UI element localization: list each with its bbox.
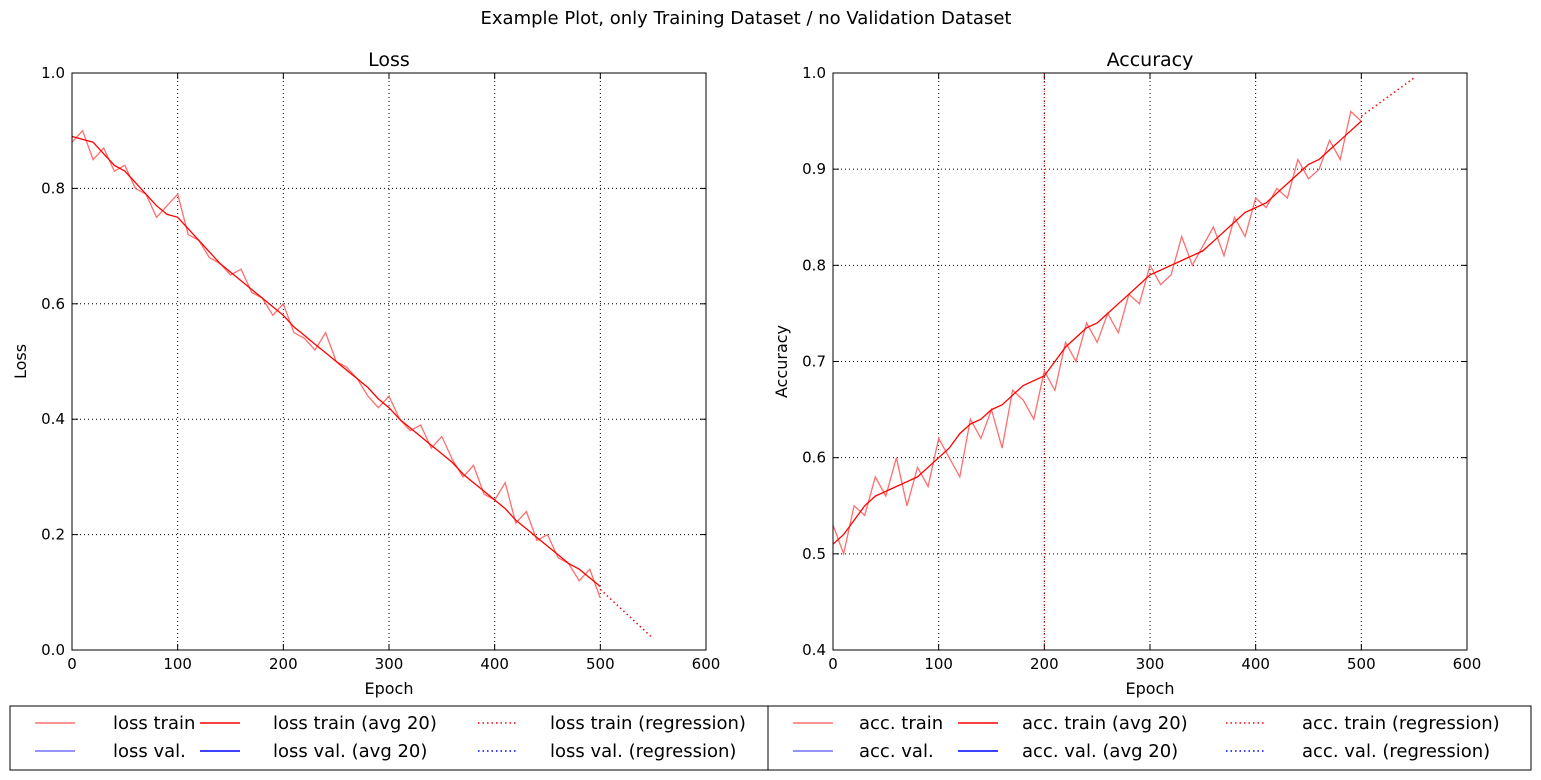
accuracy-xtick-label: 600	[1453, 655, 1482, 673]
loss-train-regression-line	[599, 588, 654, 640]
accuracy-xtick-label: 400	[1241, 655, 1270, 673]
loss-y-axis-label: Loss	[11, 344, 30, 379]
accuracy-legend-frame	[767, 705, 1532, 771]
accuracy-ytick-label: 0.6	[802, 449, 826, 467]
acc-train-regression-line	[1360, 77, 1415, 117]
loss-xtick-label: 600	[692, 655, 721, 673]
figure-suptitle: Example Plot, only Training Dataset / no…	[481, 8, 1012, 29]
accuracy-xtick-label: 0	[828, 655, 838, 673]
accuracy-legend-label: acc. val.	[859, 741, 934, 762]
loss-legend-label: loss val.	[113, 741, 186, 762]
loss-xtick-label: 100	[163, 655, 192, 673]
loss-xtick-label: 500	[586, 655, 615, 673]
loss-legend-label: loss train	[113, 713, 195, 734]
accuracy-legend: acc. train acc. val. acc. train (avg 20) ac…	[767, 705, 1532, 771]
loss-legend-label: loss train (avg 20)	[273, 713, 437, 734]
loss-legend: loss train loss val. loss train (avg 20) lo…	[9, 705, 769, 771]
loss-plot-frame	[71, 72, 707, 651]
accuracy-ytick-label: 0.8	[802, 256, 826, 274]
acc-train-avg-20-line	[832, 120, 1362, 545]
loss-ytick-label: 0.8	[41, 179, 65, 197]
accuracy-ytick-label: 0.9	[802, 160, 826, 178]
loss-xtick-label: 200	[269, 655, 298, 673]
accuracy-x-axis-label: Epoch	[1126, 679, 1175, 698]
loss-legend-frame	[9, 705, 769, 771]
loss-legend-label: loss val. (regression)	[550, 741, 736, 762]
accuracy-xtick-label: 100	[924, 655, 953, 673]
loss-legend-label: loss val. (avg 20)	[273, 741, 427, 762]
loss-xtick-label: 300	[375, 655, 404, 673]
loss-panel: 0 100 200 300 400 500 600 0.0 0.2 0.4 0.6 0.8 1.0 Los…	[11, 49, 720, 698]
loss-xtick-label: 0	[67, 655, 77, 673]
loss-ytick-label: 1.0	[41, 64, 65, 82]
accuracy-xtick-label: 500	[1347, 655, 1376, 673]
loss-legend-label: loss train (regression)	[550, 713, 746, 734]
loss-ytick-label: 0.2	[41, 526, 65, 544]
accuracy-ytick-label: 0.4	[802, 641, 826, 659]
accuracy-panel: 0 100 200 300 400 500 600 0.4 0.5 0.6 0.7 0.8 0.9 1.0…	[772, 49, 1481, 698]
accuracy-legend-label: acc. val. (regression)	[1302, 741, 1490, 762]
accuracy-ytick-label: 0.5	[802, 545, 826, 563]
accuracy-xtick-label: 300	[1136, 655, 1165, 673]
accuracy-legend-label: acc. train	[859, 713, 943, 734]
loss-ytick-label: 0.0	[41, 641, 65, 659]
loss-ytick-label: 0.4	[41, 410, 65, 428]
accuracy-ytick-label: 0.7	[802, 353, 826, 371]
accuracy-y-axis-label: Accuracy	[772, 325, 791, 398]
loss-xtick-label: 400	[480, 655, 509, 673]
accuracy-xtick-label: 200	[1030, 655, 1059, 673]
accuracy-legend-label: acc. train (avg 20)	[1022, 713, 1188, 734]
accuracy-plot-frame	[832, 72, 1468, 651]
acc-train-line	[832, 110, 1362, 557]
accuracy-legend-label: acc. val. (avg 20)	[1022, 741, 1178, 762]
loss-x-axis-label: Epoch	[365, 679, 414, 698]
loss-chart-title: Loss	[368, 49, 410, 71]
loss-train-avg-20-line	[71, 135, 601, 588]
loss-ytick-label: 0.6	[41, 295, 65, 313]
accuracy-ytick-label: 1.0	[802, 64, 826, 82]
accuracy-chart-title: Accuracy	[1107, 49, 1194, 71]
accuracy-legend-label: acc. train (regression)	[1302, 713, 1500, 734]
